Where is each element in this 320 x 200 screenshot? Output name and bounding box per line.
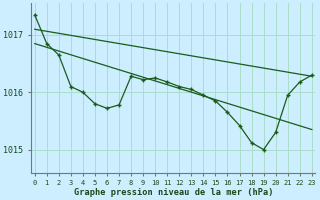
X-axis label: Graphe pression niveau de la mer (hPa): Graphe pression niveau de la mer (hPa)	[74, 188, 273, 197]
